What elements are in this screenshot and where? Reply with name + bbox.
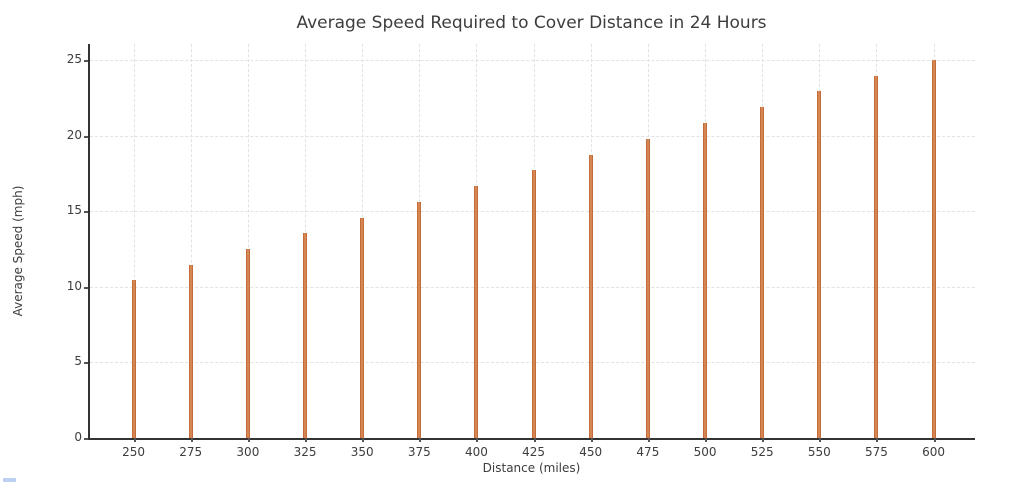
- chart-title: Average Speed Required to Cover Distance…: [296, 13, 767, 33]
- selection-artifact: [3, 478, 16, 482]
- bar-250: [131, 280, 136, 438]
- bar-525: [760, 107, 765, 438]
- y-axis-label: Average Speed (mph): [11, 185, 25, 317]
- x-tick-label-475: 475: [636, 445, 660, 459]
- x-tick-label-550: 550: [807, 445, 831, 459]
- x-tick-325: [305, 438, 308, 442]
- x-tick-275: [190, 438, 193, 442]
- y-tick-label-5: 5: [74, 354, 82, 369]
- bar-300: [245, 249, 250, 438]
- y-tick-label-10: 10: [66, 278, 82, 293]
- x-tick-label-275: 275: [179, 445, 203, 459]
- x-tick-525: [762, 438, 765, 442]
- bar-600: [931, 60, 936, 438]
- x-tick-label-350: 350: [350, 445, 374, 459]
- y-tick-20: [84, 135, 88, 138]
- x-tick-label-525: 525: [750, 445, 774, 459]
- bar-400: [474, 185, 479, 438]
- x-tick-label-400: 400: [465, 445, 488, 459]
- v-gridline-300: [247, 44, 249, 438]
- x-tick-300: [247, 438, 250, 442]
- bar-375: [417, 201, 422, 438]
- h-gridline-25: [90, 60, 975, 61]
- y-tick-10: [84, 286, 88, 289]
- y-tick-0: [84, 438, 88, 440]
- x-tick-label-375: 375: [407, 445, 431, 459]
- y-tick-25: [84, 60, 88, 62]
- bar-425: [531, 170, 536, 438]
- x-tick-375: [419, 438, 422, 442]
- x-tick-label-600: 600: [922, 445, 946, 459]
- plot-area: 0 5 10 15 20 25 250 275 300 325 350 375 400 425 450 475…: [67, 44, 975, 459]
- x-tick-label-250: 250: [122, 445, 146, 459]
- v-gridline-275: [190, 44, 192, 438]
- y-tick-5: [84, 362, 88, 365]
- x-tick-500: [705, 438, 708, 442]
- x-tick-label-500: 500: [693, 445, 717, 459]
- x-tick-575: [876, 438, 879, 442]
- bar-350: [360, 217, 365, 438]
- y-tick-label-20: 20: [66, 127, 82, 142]
- bar-500: [703, 123, 708, 438]
- y-tick-label-0: 0: [74, 430, 82, 444]
- v-gridline-250: [133, 44, 135, 438]
- y-tick-15: [84, 211, 88, 214]
- x-tick-425: [533, 438, 536, 442]
- x-tick-600: [933, 438, 936, 442]
- bar-475: [645, 138, 650, 438]
- x-tick-label-325: 325: [293, 445, 317, 459]
- bar-575: [874, 75, 879, 438]
- bar-550: [817, 91, 822, 438]
- x-tick-450: [590, 438, 593, 442]
- y-tick-label-15: 15: [66, 203, 82, 218]
- x-tick-label-575: 575: [865, 445, 888, 459]
- h-gridline-20: [90, 135, 975, 137]
- x-tick-350: [362, 438, 365, 442]
- x-tick-label-300: 300: [236, 445, 260, 459]
- y-tick-label-25: 25: [66, 52, 82, 66]
- x-axis-label: Distance (miles): [482, 461, 581, 475]
- x-tick-label-450: 450: [579, 445, 603, 459]
- x-tick-550: [819, 438, 822, 442]
- x-tick-475: [647, 438, 650, 442]
- bar-275: [188, 264, 193, 438]
- bar-325: [303, 233, 308, 438]
- bar-450: [588, 154, 593, 438]
- x-tick-250: [133, 438, 136, 442]
- x-tick-label-425: 425: [522, 445, 546, 459]
- x-tick-400: [476, 438, 479, 442]
